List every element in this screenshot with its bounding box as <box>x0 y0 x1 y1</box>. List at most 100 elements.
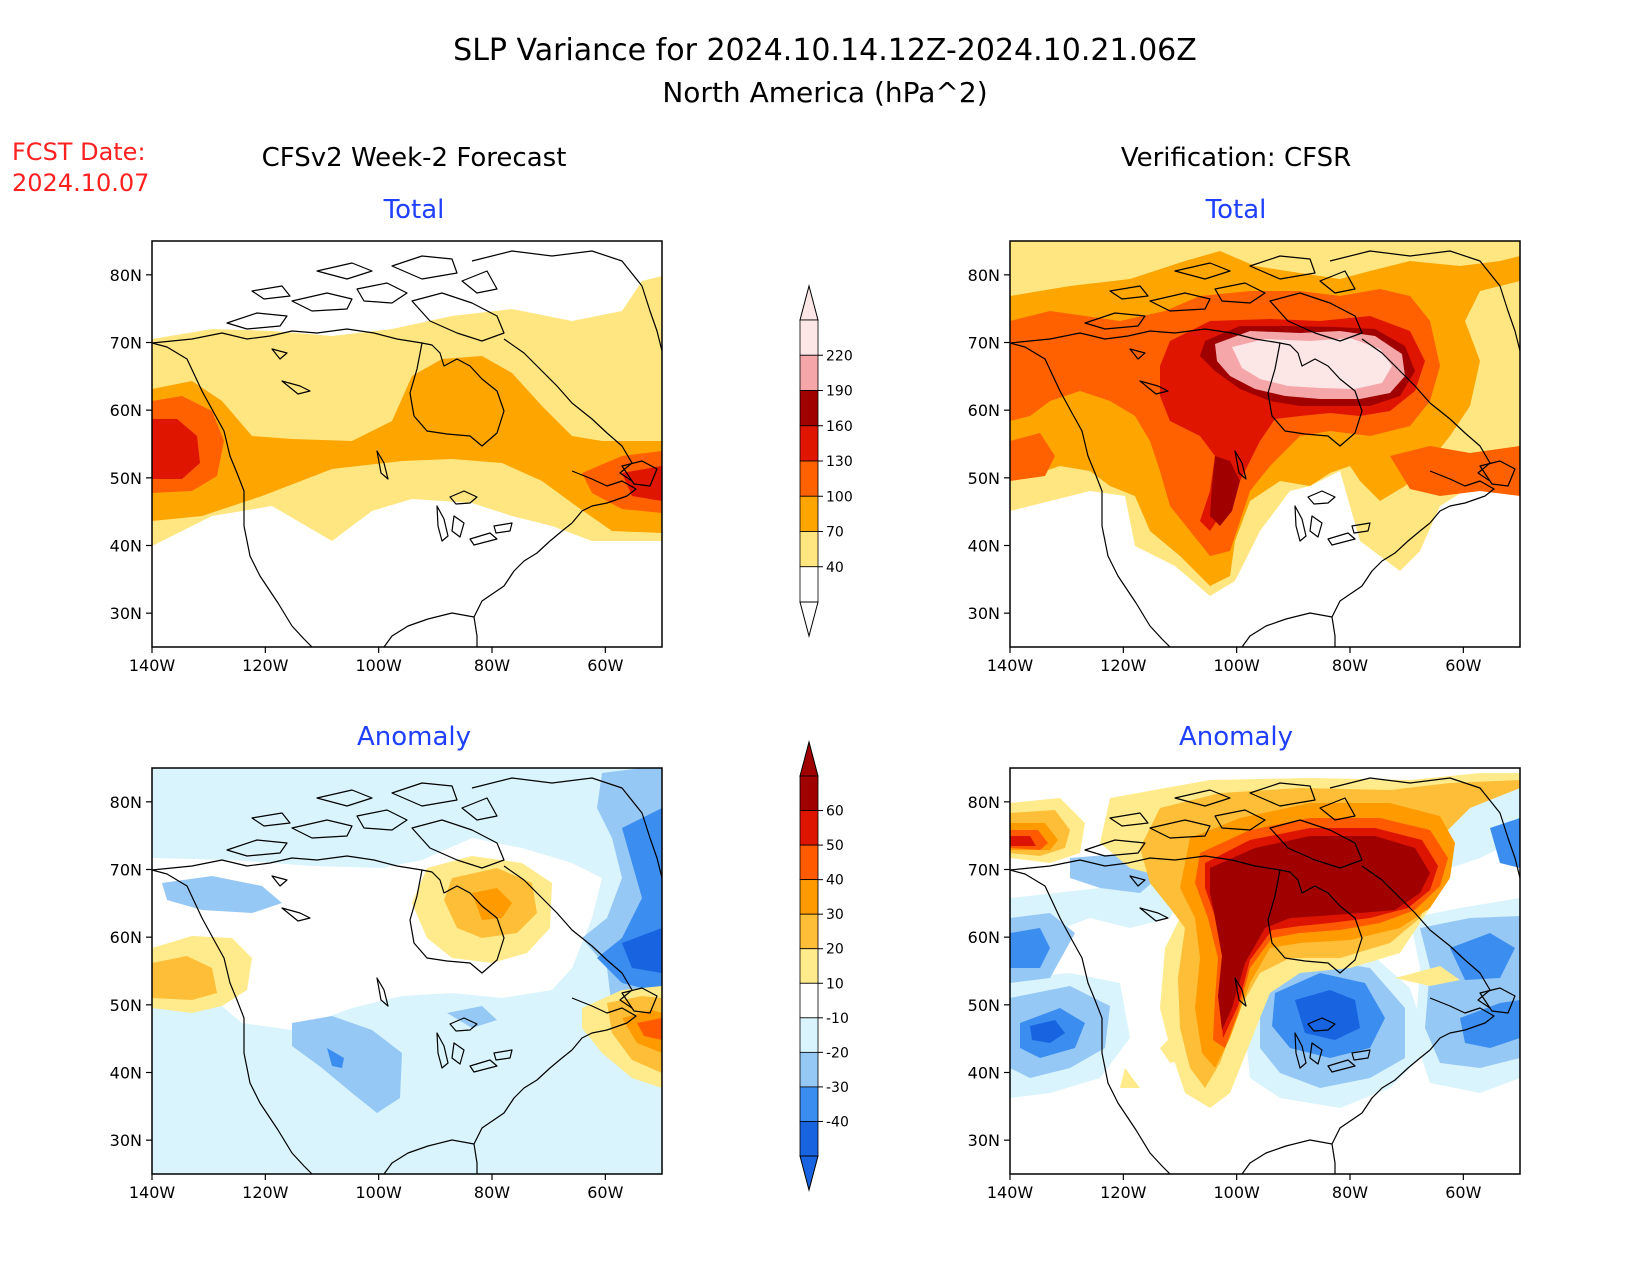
colorbar-label: -40 <box>826 1114 849 1130</box>
lon-tick-label: 140W <box>987 656 1034 675</box>
lon-tick-label: 120W <box>1100 1183 1147 1202</box>
colorbar-label: 50 <box>826 838 844 854</box>
longitude-axis: 140W 120W 100W 80W 60W <box>129 647 624 675</box>
panel-title-verification-anomaly: Anomaly <box>1179 722 1293 752</box>
latitude-axis: 30N 40N 50N 60N 70N 80N <box>968 266 1010 623</box>
anomaly-minus-30-minus-20-band <box>327 808 662 1068</box>
lon-tick-label: 120W <box>242 656 289 675</box>
anomaly-above-60-band <box>1210 836 1430 1030</box>
lat-tick-label: 30N <box>110 604 142 623</box>
colorbar-cell <box>799 319 819 356</box>
lon-tick-label: 140W <box>987 1183 1034 1202</box>
colorbar-cell <box>799 982 819 1019</box>
colorbar-cell <box>799 1086 819 1122</box>
colorbar-cell <box>799 425 819 462</box>
colorbar-cell <box>799 1017 819 1053</box>
lon-tick-label: 80W <box>474 1183 510 1202</box>
colorbar-cell <box>799 948 819 984</box>
colorbar-label: 40 <box>826 560 844 576</box>
lon-tick-label: 120W <box>242 1183 289 1202</box>
colorbar-label: -10 <box>826 1011 849 1027</box>
column-title-forecast: CFSv2 Week-2 Forecast <box>262 143 567 173</box>
latitude-axis: 30N 40N 50N 60N 70N 80N <box>968 793 1010 1150</box>
colorbar-label: 10 <box>826 976 844 992</box>
lat-tick-label: 80N <box>110 266 142 285</box>
panel-title-forecast-total: Total <box>383 195 445 225</box>
anomaly-30-40-band <box>472 888 662 1053</box>
lat-tick-label: 40N <box>968 537 1000 556</box>
colorbar-cell <box>799 390 819 427</box>
colorbar-label: 70 <box>826 525 844 541</box>
lat-tick-label: 70N <box>110 334 142 353</box>
lat-tick-label: 50N <box>110 469 142 488</box>
lat-tick-label: 60N <box>968 401 1000 420</box>
colorbar-cell <box>799 495 819 532</box>
longitude-axis: 140W 120W 100W 80W 60W <box>987 647 1482 675</box>
colorbar-bottom-triangle <box>799 1155 819 1192</box>
colorbar-label: 160 <box>826 419 853 435</box>
colorbar-cell <box>799 913 819 950</box>
colorbar-bottom-triangle <box>799 601 819 638</box>
lon-tick-label: 80W <box>1332 1183 1368 1202</box>
colorbar-cell <box>799 1051 819 1088</box>
lat-tick-label: 50N <box>110 996 142 1015</box>
verification-anomaly-panel: 30N 40N 50N 60N 70N 80N 140W 120W 100W 80W 60W <box>968 767 1521 1202</box>
variance-above-220-band <box>1232 338 1392 389</box>
lat-tick-label: 30N <box>968 604 1000 623</box>
lat-tick-label: 60N <box>968 928 1000 947</box>
panel-title-verification-total: Total <box>1205 195 1267 225</box>
column-title-verification: Verification: CFSR <box>1121 143 1351 173</box>
colorbar-cell <box>799 810 819 846</box>
lat-tick-label: 70N <box>968 861 1000 880</box>
colorbar-label: 100 <box>826 489 853 505</box>
total-colorbar: 40 70 100 130 160 190 220 <box>799 284 853 638</box>
panel-title-forecast-anomaly: Anomaly <box>357 722 471 752</box>
lat-tick-label: 80N <box>110 793 142 812</box>
anomaly-below-minus-40-band <box>1030 990 1360 1043</box>
lon-tick-label: 60W <box>587 1183 623 1202</box>
colorbar-cell <box>799 460 819 497</box>
fcst-date-label: FCST Date: <box>12 138 146 166</box>
lon-tick-label: 60W <box>587 656 623 675</box>
anomaly-minus-20-minus-10-band <box>162 768 662 1113</box>
anomaly-colorbar: -40 -30 -20 -10 10 20 30 40 50 60 <box>799 740 849 1192</box>
colorbar-cell <box>799 531 819 568</box>
colorbar-cell <box>799 775 819 811</box>
latitude-axis: 30N 40N 50N 60N 70N 80N <box>110 266 152 623</box>
forecast-total-panel: 30N 40N 50N 60N 70N 80N 140W 120W 100W 80W 60W <box>110 240 663 675</box>
lat-tick-label: 70N <box>110 861 142 880</box>
anomaly-minus-30-minus-20-band <box>1010 853 1520 1088</box>
colorbar-label: 20 <box>826 942 844 958</box>
lat-tick-label: 30N <box>968 1131 1000 1150</box>
colorbar-cell <box>799 1121 819 1157</box>
colorbar-label: -30 <box>826 1080 849 1096</box>
colorbar-cell <box>799 566 819 603</box>
colorbar-label: 60 <box>826 804 844 820</box>
lon-tick-label: 120W <box>1100 656 1147 675</box>
colorbar-cell <box>799 354 819 391</box>
anomaly-40-50-band <box>637 1018 662 1040</box>
lat-tick-label: 50N <box>968 469 1000 488</box>
variance-70-100-band <box>152 356 662 533</box>
colorbar-cell <box>799 844 819 881</box>
colorbar-label: -20 <box>826 1045 849 1061</box>
colorbar-label: 30 <box>826 907 844 923</box>
longitude-axis: 140W 120W 100W 80W 60W <box>987 1174 1482 1202</box>
fcst-date-value: 2024.10.07 <box>12 169 149 197</box>
longitude-axis: 140W 120W 100W 80W 60W <box>129 1174 624 1202</box>
lat-tick-label: 80N <box>968 266 1000 285</box>
lon-tick-label: 100W <box>355 1183 402 1202</box>
anomaly-minus-40-minus-30-band <box>622 928 662 973</box>
lon-tick-label: 140W <box>129 656 176 675</box>
lon-tick-label: 80W <box>474 656 510 675</box>
colorbar-label: 220 <box>826 348 853 364</box>
colorbar-cell <box>799 879 819 915</box>
latitude-axis: 30N 40N 50N 60N 70N 80N <box>110 793 152 1150</box>
lon-tick-label: 100W <box>1213 1183 1260 1202</box>
lat-tick-label: 30N <box>110 1131 142 1150</box>
lat-tick-label: 50N <box>968 996 1000 1015</box>
colorbar-label: 40 <box>826 873 844 889</box>
lon-tick-label: 140W <box>129 1183 176 1202</box>
lat-tick-label: 40N <box>110 537 142 556</box>
